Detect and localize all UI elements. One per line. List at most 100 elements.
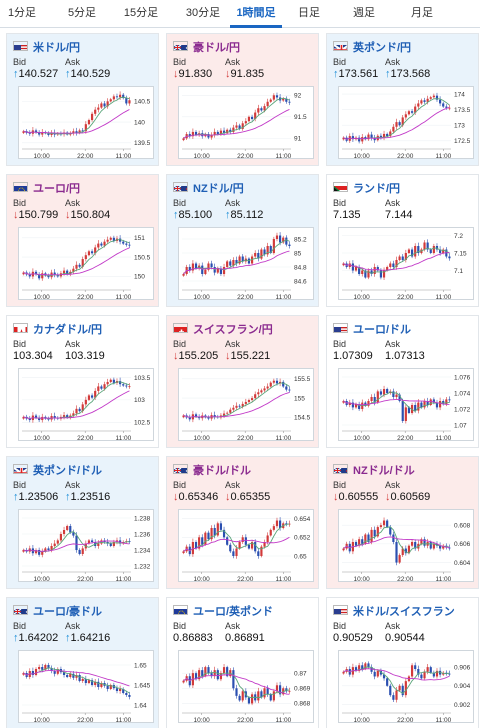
rate-card[interactable]: ユーロ/英ポンド Bid Ask 0.86883 0.86891 0.87 0.8… bbox=[166, 597, 319, 728]
price-chart[interactable]: 1.65 1.645 1.64 10:00 22:00 11:00 bbox=[18, 650, 154, 724]
candle-body bbox=[423, 100, 426, 102]
x-tick-label: 10:00 bbox=[33, 576, 50, 583]
pair-name[interactable]: ユーロ/英ポンド bbox=[193, 606, 274, 618]
candle-body bbox=[432, 95, 435, 98]
candle-body bbox=[106, 381, 109, 385]
tab-1[interactable]: 5分足 bbox=[67, 7, 97, 19]
candle-body bbox=[81, 130, 84, 132]
candle-body bbox=[426, 401, 429, 405]
rate-card[interactable]: ユーロ/ドル Bid Ask 1.07309 1.07313 1.076 1.07… bbox=[326, 315, 479, 448]
pair-name[interactable]: NZドル/ドル bbox=[353, 465, 415, 477]
tab-6[interactable]: 週足 bbox=[353, 7, 375, 19]
bid-label: Bid bbox=[173, 339, 187, 349]
pair-name[interactable]: スイスフラン/円 bbox=[193, 324, 273, 336]
pair-name[interactable]: NZドル/円 bbox=[193, 183, 244, 195]
rate-card[interactable]: 豪ドル/ドル Bid Ask ↓0.65346 ↓0.65355 0.654 0.… bbox=[166, 456, 319, 589]
price-chart[interactable]: 92 91.5 91 10:00 22:00 11:00 bbox=[178, 86, 314, 160]
pair-name[interactable]: 豪ドル/ドル bbox=[193, 465, 252, 477]
price-chart[interactable]: 7.2 7.15 7.1 10:00 22:00 11:00 bbox=[338, 227, 474, 301]
pair-name[interactable]: 豪ドル/円 bbox=[193, 42, 241, 54]
candle-body bbox=[272, 95, 275, 100]
ma-long-line bbox=[183, 674, 290, 695]
candle-body bbox=[194, 414, 198, 417]
ma-long-line bbox=[23, 540, 130, 552]
y-tick-label: 150.5 bbox=[134, 254, 151, 261]
pair-name[interactable]: 米ドル/円 bbox=[33, 42, 81, 54]
rate-card[interactable]: ランド/円 Bid Ask 7.135 7.144 7.2 7.15 7.1 10:0… bbox=[326, 174, 479, 307]
price-chart[interactable]: 0.87 0.869 0.868 10:00 22:00 11:00 bbox=[178, 650, 314, 724]
bid-value: ↑85.100 bbox=[173, 209, 213, 221]
candle-body bbox=[72, 268, 75, 272]
price-chart[interactable]: 85.2 85 84.8 84.6 10:00 22:00 11:00 bbox=[178, 227, 314, 301]
rate-card[interactable]: 米ドル/スイスフラン Bid Ask 0.90529 0.90544 0.906… bbox=[326, 597, 479, 728]
tab-4[interactable]: 1時間足 bbox=[230, 0, 282, 28]
rate-card[interactable]: 英ポンド/円 Bid Ask ↑173.561 ↑173.568 174 173.… bbox=[326, 33, 479, 166]
candle-body bbox=[182, 551, 185, 554]
pair-name[interactable]: ユーロ/円 bbox=[33, 183, 81, 195]
rate-card[interactable]: 英ポンド/ドル Bid Ask ↑1.23506 ↑1.23516 1.238 1… bbox=[6, 456, 159, 589]
trend-arrow-icon: ↓ bbox=[333, 491, 339, 503]
x-tick-label: 11:00 bbox=[275, 435, 291, 442]
pair-name[interactable]: ユーロ/豪ドル bbox=[33, 606, 103, 618]
ma-long-line bbox=[343, 536, 450, 549]
price-chart[interactable]: 0.654 0.652 0.65 10:00 22:00 11:00 bbox=[178, 509, 314, 583]
ma-long-line bbox=[343, 398, 450, 406]
candle-body bbox=[22, 673, 25, 675]
candle-body bbox=[41, 551, 44, 555]
bid-value: ↓0.60555 bbox=[333, 491, 379, 503]
candle-body bbox=[66, 270, 69, 275]
candle-body bbox=[53, 272, 56, 275]
bid-label: Bid bbox=[13, 339, 27, 349]
candle-body bbox=[407, 407, 411, 413]
price-chart[interactable]: 151 150.5 150 10:00 22:00 11:00 bbox=[18, 227, 154, 301]
rate-card[interactable]: ユーロ/豪ドル Bid Ask ↑1.64202 ↑1.64216 1.65 1.… bbox=[6, 597, 159, 728]
candle-body bbox=[112, 96, 115, 100]
price-chart[interactable]: 0.608 0.606 0.604 10:00 22:00 11:00 bbox=[338, 509, 474, 583]
rate-card[interactable]: スイスフラン/円 Bid Ask ↓155.205 ↓155.221 155.5… bbox=[166, 315, 319, 448]
candle-body bbox=[210, 263, 213, 267]
pair-name[interactable]: 英ポンド/円 bbox=[353, 42, 412, 54]
pair-name[interactable]: 米ドル/スイスフラン bbox=[353, 606, 455, 618]
tab-3[interactable]: 30分足 bbox=[185, 7, 221, 19]
y-tick-label: 140.5 bbox=[134, 99, 151, 106]
price-chart[interactable]: 174 173.5 173 172.5 10:00 22:00 11:00 bbox=[338, 86, 474, 160]
candle-body bbox=[38, 132, 41, 135]
pair-name[interactable]: 英ポンド/ドル bbox=[33, 465, 103, 477]
rate-card[interactable]: 豪ドル/円 Bid Ask ↓91.830 ↓91.835 92 91.5 91 10… bbox=[166, 33, 319, 166]
tab-0[interactable]: 1分足 bbox=[7, 7, 37, 19]
candle-body bbox=[370, 134, 373, 139]
candle-body bbox=[106, 239, 109, 242]
price-chart[interactable]: 1.238 1.236 1.234 1.232 10:00 22:00 11:00 bbox=[18, 509, 154, 583]
candle-body bbox=[62, 672, 66, 675]
tab-2[interactable]: 15分足 bbox=[123, 7, 159, 19]
ask-value: ↑85.112 bbox=[225, 209, 264, 221]
pair-name[interactable]: カナダドル/円 bbox=[33, 324, 103, 336]
candle-body bbox=[410, 665, 414, 677]
candle-body bbox=[241, 691, 244, 701]
tab-5[interactable]: 日足 bbox=[298, 7, 320, 19]
price-chart[interactable]: 103.5 103 102.5 10:00 22:00 11:00 bbox=[18, 368, 154, 442]
tab-7[interactable]: 月足 bbox=[411, 7, 433, 19]
price-chart[interactable]: 155.5 155 154.5 10:00 22:00 11:00 bbox=[178, 368, 314, 442]
x-tick-label: 11:00 bbox=[435, 576, 451, 583]
x-tick-label: 10:00 bbox=[193, 294, 210, 301]
candlestick-svg: 155.5 155 154.5 10:00 22:00 11:00 bbox=[182, 376, 311, 442]
rate-card[interactable]: NZドル/円 Bid Ask ↑85.100 ↑85.112 85.2 85 84.… bbox=[166, 174, 319, 307]
rate-card[interactable]: カナダドル/円 Bid Ask 103.304 103.319 103.5 103… bbox=[6, 315, 159, 448]
pair-name[interactable]: ランド/円 bbox=[353, 183, 401, 195]
candle-body bbox=[285, 237, 288, 245]
price-chart[interactable]: 1.076 1.074 1.072 1.07 10:00 22:00 11:00 bbox=[338, 368, 474, 442]
price-chart[interactable]: 0.906 0.904 0.902 10:00 22:00 11:00 bbox=[338, 650, 474, 724]
candle-body bbox=[257, 691, 260, 701]
pair-name[interactable]: ユーロ/ドル bbox=[353, 324, 412, 336]
bid-label: Bid bbox=[173, 621, 187, 631]
rate-card[interactable]: 米ドル/円 Bid Ask ↑140.527 ↑140.529 140.5 140… bbox=[6, 33, 159, 166]
ask-value: ↑173.568 bbox=[385, 68, 431, 80]
rate-card[interactable]: ユーロ/円 Bid Ask ↓150.799 ↓150.804 151 150.5… bbox=[6, 174, 159, 307]
ask-label: Ask bbox=[65, 57, 81, 67]
rate-card[interactable]: NZドル/ドル Bid Ask ↓0.60555 ↓0.60569 0.608 0… bbox=[326, 456, 479, 589]
candle-body bbox=[207, 532, 210, 540]
y-tick-label: 155.5 bbox=[294, 376, 311, 383]
candle-body bbox=[348, 402, 351, 405]
price-chart[interactable]: 140.5 140 139.5 10:00 22:00 11:00 bbox=[18, 86, 154, 160]
